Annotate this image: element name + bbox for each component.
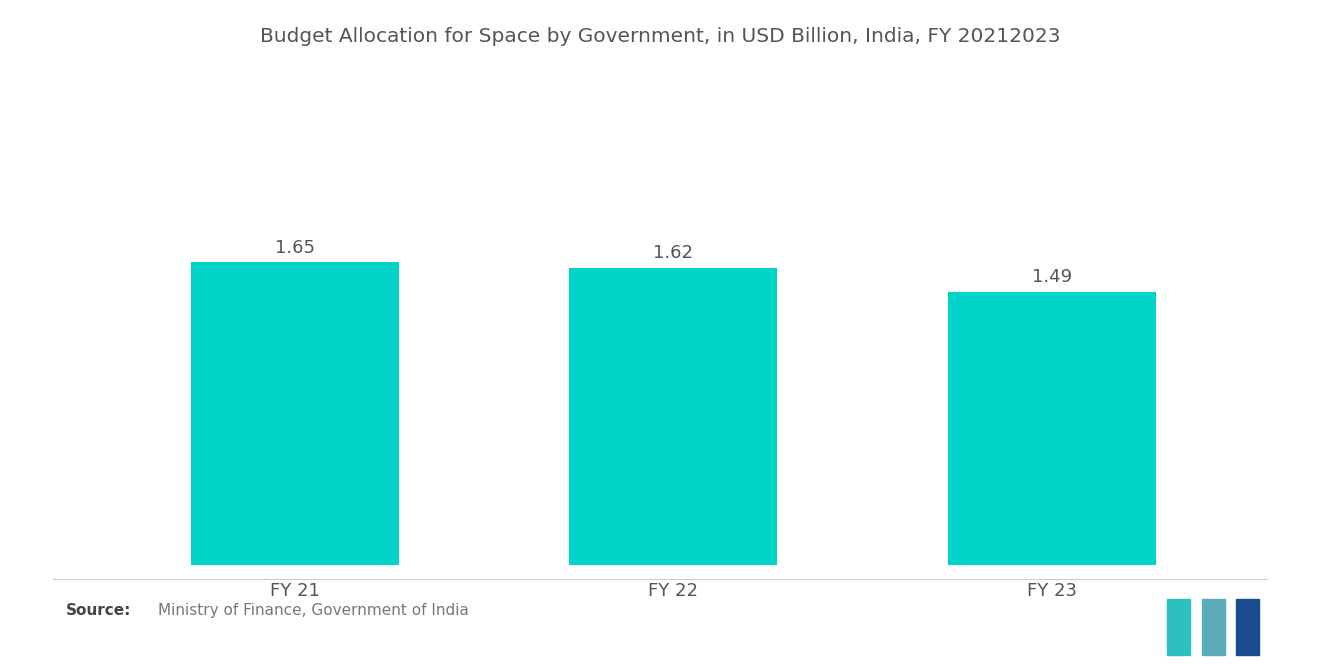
Bar xyxy=(1236,598,1259,655)
Text: 1.65: 1.65 xyxy=(275,239,314,257)
Bar xyxy=(1201,598,1225,655)
Bar xyxy=(1167,598,1191,655)
Bar xyxy=(191,262,399,565)
Text: Budget Allocation for Space by Government, in USD Billion, India, FY 20212023: Budget Allocation for Space by Governmen… xyxy=(260,27,1060,46)
Bar xyxy=(948,291,1156,565)
Text: 1.62: 1.62 xyxy=(653,244,693,262)
Text: 1.49: 1.49 xyxy=(1031,268,1072,286)
Text: Ministry of Finance, Government of India: Ministry of Finance, Government of India xyxy=(158,603,470,618)
Text: Source:: Source: xyxy=(66,603,132,618)
Bar xyxy=(569,268,777,565)
